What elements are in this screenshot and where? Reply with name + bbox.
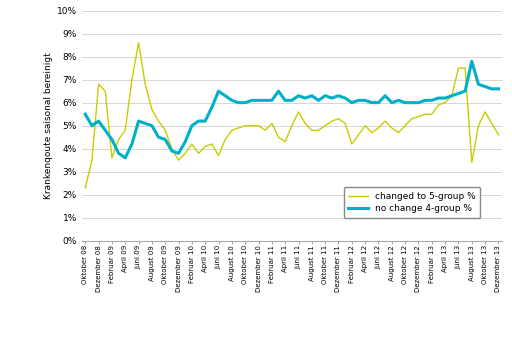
no change 4-group % (282, 98, 288, 103)
changed to 5-group % (495, 133, 501, 137)
no change 4-group % (495, 87, 501, 91)
no change 4-group % (488, 87, 495, 91)
no change 4-group % (202, 119, 208, 123)
no change 4-group % (82, 112, 89, 116)
changed to 5-group % (136, 41, 142, 45)
no change 4-group % (468, 59, 475, 63)
changed to 5-group % (282, 140, 288, 144)
Y-axis label: Krankenqoute saisonal bereinigt: Krankenqoute saisonal bereinigt (44, 52, 53, 199)
changed to 5-group % (216, 153, 222, 158)
changed to 5-group % (488, 121, 495, 126)
changed to 5-group % (82, 185, 89, 190)
changed to 5-group % (202, 144, 208, 149)
no change 4-group % (122, 156, 129, 160)
changed to 5-group % (295, 110, 302, 114)
Legend: changed to 5-group %, no change 4-group %: changed to 5-group %, no change 4-group … (344, 187, 480, 218)
Line: no change 4-group %: no change 4-group % (86, 61, 498, 158)
no change 4-group % (375, 101, 381, 105)
Line: changed to 5-group %: changed to 5-group % (86, 43, 498, 188)
no change 4-group % (295, 93, 302, 98)
no change 4-group % (216, 89, 222, 93)
changed to 5-group % (375, 126, 381, 130)
